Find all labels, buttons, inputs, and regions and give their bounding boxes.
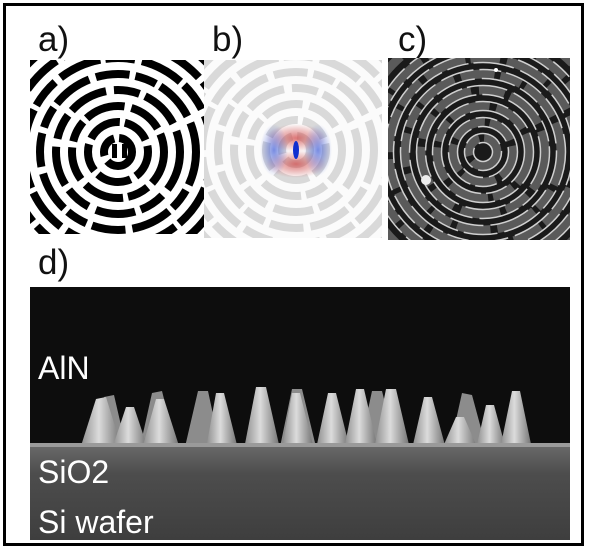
sem-cross-section-image bbox=[30, 287, 570, 540]
panel-label-a: a) bbox=[38, 20, 70, 59]
panel-label-b: b) bbox=[212, 20, 244, 59]
layer-label-sio2: SiO2 bbox=[38, 454, 110, 490]
panel-label-d: d) bbox=[38, 243, 70, 282]
panel-label-c: c) bbox=[398, 20, 428, 59]
field-overlay-image bbox=[204, 60, 382, 238]
layer-label-si-wafer: Si wafer bbox=[38, 504, 154, 540]
layer-label-aln: AlN bbox=[38, 350, 90, 386]
sem-top-view-image bbox=[388, 58, 570, 240]
design-pattern-image bbox=[30, 60, 204, 234]
